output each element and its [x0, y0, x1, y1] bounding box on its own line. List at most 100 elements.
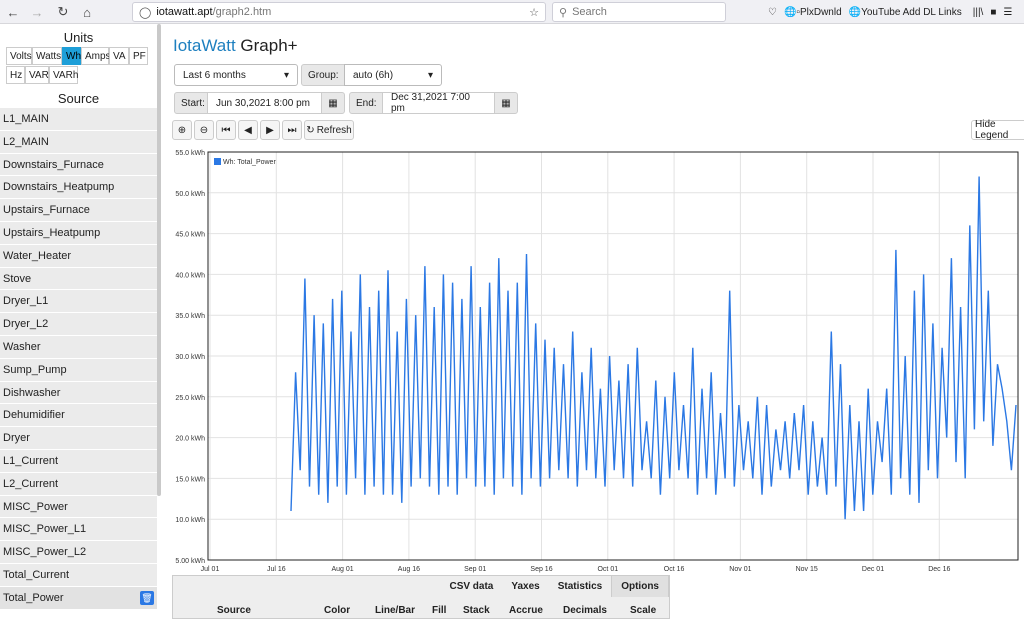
zoom-out-button[interactable]: ⊖ [194, 120, 214, 140]
back-arrow-icon[interactable]: ← [6, 4, 20, 20]
group-label: Group: [301, 64, 345, 86]
y-tick-label: 20.0 kWh [175, 436, 205, 443]
home-icon[interactable]: ⌂ [83, 4, 91, 20]
fast-backward-icon: ⏮ [221, 124, 231, 136]
source-item[interactable]: Washer [0, 335, 157, 359]
source-item[interactable]: Upstairs_Furnace [0, 199, 157, 222]
source-item[interactable]: L1_MAIN [0, 108, 157, 131]
url-host: iotawatt.apt [156, 6, 213, 18]
y-tick-label: 30.0 kWh [175, 354, 205, 361]
source-item[interactable]: Sump_Pump [0, 358, 157, 382]
period-value: Last 6 months [183, 69, 246, 81]
unit-varh[interactable]: VARh [49, 66, 78, 84]
unit-pf[interactable]: PF [129, 47, 148, 65]
sidebar-scrollbar[interactable] [157, 24, 161, 496]
y-tick-label: 35.0 kWh [175, 313, 205, 320]
source-item[interactable]: Total_Current [0, 563, 157, 587]
source-item[interactable]: MISC_Power_L1 [0, 518, 157, 542]
start-date-input[interactable]: Jun 30,2021 8:00 pm [207, 92, 322, 114]
x-tick-label: Dec 01 [862, 566, 884, 573]
step-backward-button[interactable]: ◀ [238, 120, 258, 140]
source-item[interactable]: Dehumidifier [0, 404, 157, 428]
bookmark-star-icon[interactable]: ☆ [529, 6, 539, 19]
x-tick-label: Oct 16 [664, 566, 685, 573]
source-item[interactable]: Dryer_L2 [0, 313, 157, 336]
url-bar[interactable]: ◯ iotawatt.apt/graph2.htm ☆ [132, 2, 546, 22]
sidebar: Units Volts Watts Wh Amps VA PF Hz VAR V… [0, 24, 157, 619]
tab-statistics[interactable]: Statistics [557, 581, 603, 592]
y-tick-label: 5.00 kWh [175, 558, 205, 565]
fast-backward-button[interactable]: ⏮ [216, 120, 236, 140]
hide-legend-button[interactable]: Hide Legend [971, 119, 1024, 141]
source-item[interactable]: Stove [0, 267, 157, 291]
refresh-icon: ↻ [306, 124, 315, 136]
source-item-label: Total_Power [3, 591, 64, 604]
trash-icon[interactable]: 🗑 [140, 590, 154, 605]
pocket-icon[interactable]: ♡ [768, 6, 777, 18]
plot-area [207, 151, 1019, 561]
bookmark-toolbar: ♡ 🌐▫PlxDwnld 🌐YouTube Add DL Links |||\ … [768, 2, 1012, 22]
zoom-in-button[interactable]: ⊕ [172, 120, 192, 140]
unit-amps[interactable]: Amps [81, 47, 111, 65]
unit-watts[interactable]: Watts [32, 47, 62, 65]
source-item[interactable]: Upstairs_Heatpump [0, 221, 157, 245]
col-line-bar: Line/Bar [375, 605, 416, 616]
group-select[interactable]: auto (6h) ▾ [344, 64, 442, 86]
source-item[interactable]: Dryer_L1 [0, 290, 157, 314]
end-calendar-button[interactable]: ▦ [494, 92, 518, 114]
source-item[interactable]: Downstairs_Furnace [0, 153, 157, 177]
unit-var[interactable]: VAR [25, 66, 49, 84]
source-item[interactable]: L2_MAIN [0, 130, 157, 154]
bookmark-plxdwnld[interactable]: 🌐▫PlxDwnld [783, 6, 842, 18]
source-item[interactable]: MISC_Power [0, 495, 157, 519]
col-color: Color [324, 605, 351, 616]
x-tick-label: Aug 16 [398, 566, 420, 573]
refresh-label: Refresh [316, 124, 352, 136]
source-item[interactable]: Water_Heater [0, 244, 157, 268]
y-tick-label: 10.0 kWh [175, 517, 205, 524]
tab-bar: CSV data Yaxes Statistics Options [440, 576, 669, 597]
fast-forward-button[interactable]: ⏭ [282, 120, 302, 140]
tab-options[interactable]: Options [611, 576, 669, 597]
source-item[interactable]: L1_Current [0, 449, 157, 473]
unit-va[interactable]: VA [109, 47, 129, 65]
source-item[interactable]: Total_Power 🗑 [0, 586, 157, 610]
col-decimals: Decimals [563, 605, 607, 616]
x-tick-label: Jul 16 [267, 566, 286, 573]
col-fill: Fill [432, 605, 447, 616]
unit-volts[interactable]: Volts [6, 47, 32, 65]
period-select[interactable]: Last 6 months ▾ [174, 64, 298, 86]
source-item[interactable]: L2_Current [0, 472, 157, 496]
search-input[interactable]: ⚲ Search [552, 2, 726, 22]
y-tick-label: 25.0 kWh [175, 395, 205, 402]
library-icon[interactable]: |||\ [972, 6, 984, 18]
end-label: End: [349, 92, 383, 114]
source-item[interactable]: Dishwasher [0, 381, 157, 405]
fast-forward-icon: ⏭ [287, 124, 297, 136]
unit-wh[interactable]: Wh [62, 47, 81, 65]
y-tick-label: 50.0 kWh [175, 191, 205, 198]
refresh-button[interactable]: ↻ Refresh [304, 120, 354, 140]
col-accrue: Accrue [509, 605, 543, 616]
tab-yaxes[interactable]: Yaxes [511, 581, 540, 592]
chevron-down-icon: ▾ [283, 69, 289, 81]
options-panel: CSV data Yaxes Statistics Options Source… [172, 575, 670, 619]
source-item[interactable]: MISC_Power_L2 [0, 541, 157, 564]
browser-toolbar: ← → ↻ ⌂ ◯ iotawatt.apt/graph2.htm ☆ ⚲ Se… [0, 0, 1024, 24]
forward-arrow-icon[interactable]: → [30, 4, 44, 20]
reload-icon[interactable]: ↻ [57, 4, 69, 19]
units-group: Volts Watts Wh Amps VA PF Hz VAR VARh [0, 46, 157, 84]
tab-csv-data[interactable]: CSV data [449, 581, 494, 592]
unit-hz[interactable]: Hz [6, 66, 25, 84]
start-calendar-button[interactable]: ▦ [321, 92, 345, 114]
step-forward-button[interactable]: ▶ [260, 120, 280, 140]
end-date-input[interactable]: Dec 31,2021 7:00 pm [382, 92, 495, 114]
x-tick-label: Nov 01 [729, 566, 751, 573]
page-title: IotaWatt Graph+ [173, 36, 298, 56]
bookmark-youtube-dl[interactable]: 🌐YouTube Add DL Links [848, 6, 962, 18]
source-item[interactable]: Dryer [0, 427, 157, 450]
shield-extension-icon[interactable]: ■ [990, 6, 997, 18]
menu-icon[interactable]: ☰ [1003, 6, 1013, 18]
x-tick-label: Aug 01 [332, 566, 354, 573]
source-item[interactable]: Downstairs_Heatpump [0, 176, 157, 200]
